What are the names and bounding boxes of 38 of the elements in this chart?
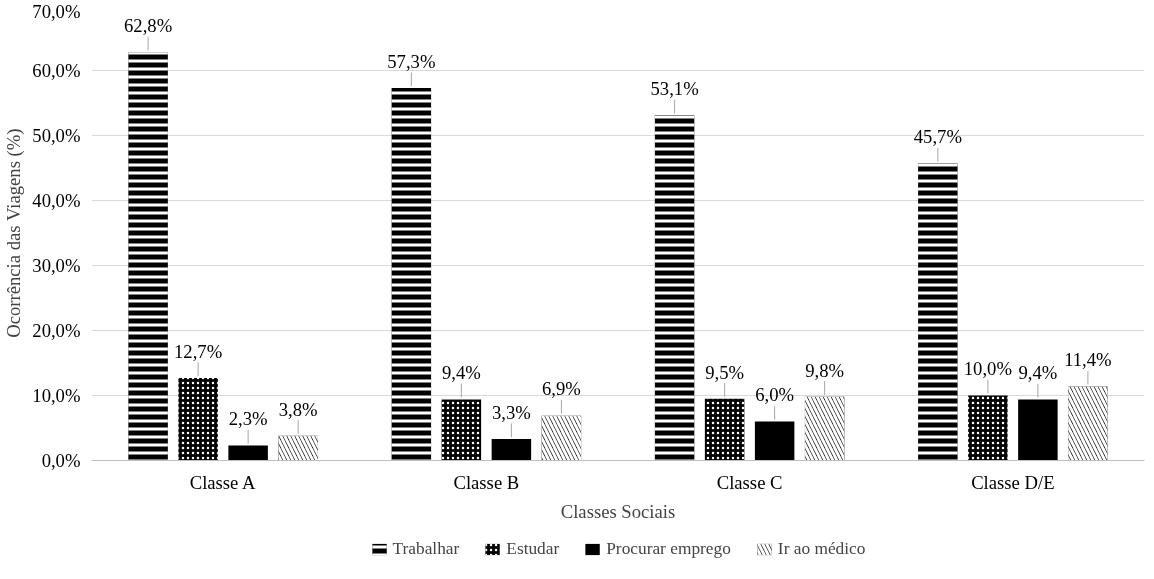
legend-label: Trabalhar <box>392 539 460 559</box>
x-axis-title: Classes Sociais <box>560 500 676 522</box>
y-tick-label: 70,0% <box>32 0 81 22</box>
y-tick-label: 0,0% <box>41 450 81 471</box>
data-label: 62,8% <box>124 15 173 37</box>
y-tick-label: 30,0% <box>32 255 81 276</box>
data-label: 12,7% <box>174 340 223 362</box>
data-label: 6,9% <box>541 378 581 400</box>
data-label: 9,5% <box>705 361 745 383</box>
x-tick-label: Classe A <box>189 471 257 493</box>
x-tick-label: Classe B <box>453 471 520 493</box>
y-tick-label: 50,0% <box>32 125 81 146</box>
data-label: 45,7% <box>913 126 962 148</box>
data-label: 9,4% <box>441 362 481 384</box>
bar <box>754 421 795 461</box>
data-label: 57,3% <box>387 50 436 72</box>
data-label: 2,3% <box>228 408 268 430</box>
data-label: 10,0% <box>963 358 1012 380</box>
y-tick-label: 10,0% <box>32 385 81 406</box>
x-tick-label: Classe D/E <box>971 471 1055 493</box>
data-label: 3,3% <box>491 401 531 423</box>
data-label: 9,4% <box>1018 362 1058 384</box>
y-tick-label: 20,0% <box>32 320 81 341</box>
legend-label: Ir ao médico <box>777 539 866 559</box>
data-label: 3,8% <box>278 398 318 420</box>
data-label: 6,0% <box>755 384 795 406</box>
y-tick-label: 60,0% <box>32 60 81 81</box>
data-label: 9,8% <box>805 359 845 381</box>
bar <box>491 439 532 461</box>
legend-label: Procurar emprego <box>606 539 731 559</box>
y-tick-label: 40,0% <box>32 190 81 211</box>
data-label: 11,4% <box>1064 349 1112 371</box>
bar <box>228 445 268 461</box>
legend-label: Estudar <box>506 539 560 559</box>
bar <box>1018 399 1058 461</box>
data-label: 53,1% <box>650 78 699 100</box>
y-axis-title: Ocorrência das Viagens (%) <box>3 128 26 338</box>
x-tick-label: Classe C <box>716 471 783 493</box>
